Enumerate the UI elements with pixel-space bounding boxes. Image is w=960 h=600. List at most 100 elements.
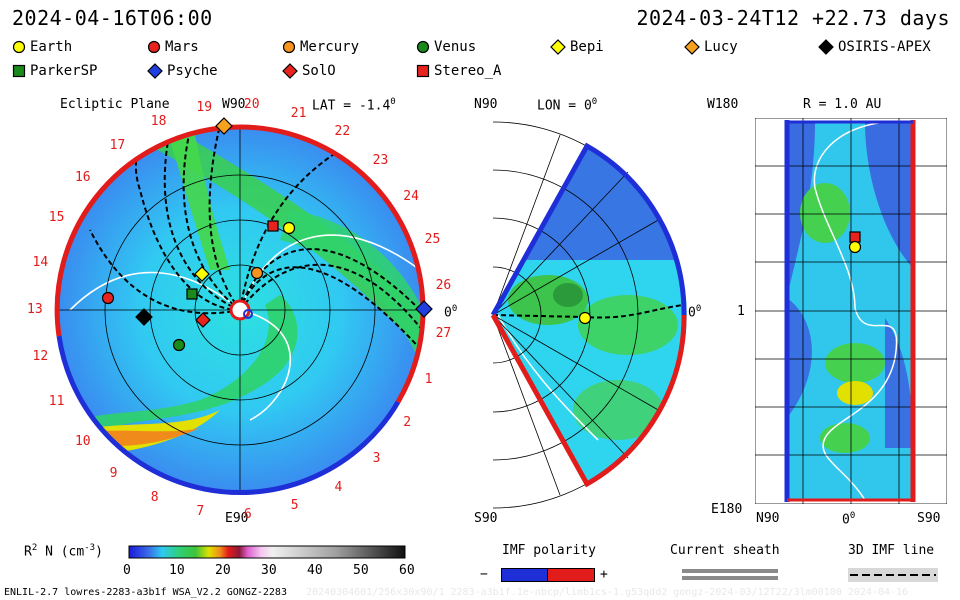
legend-item-venus: Venus [416, 39, 476, 55]
stereo-a-marker-icon [416, 64, 430, 78]
rotation-number: 10 [74, 433, 91, 449]
rotation-number: 3 [372, 451, 381, 467]
synoptic-x-label-s90: S90 [917, 511, 941, 526]
colorbar-label: R2 N (cm-3) [24, 543, 103, 560]
colorbar-tick: 20 [215, 563, 231, 578]
colorbar-tick: 0 [123, 563, 131, 578]
psyche-marker [415, 300, 433, 318]
meridional-s90-label: S90 [474, 511, 498, 526]
meridional-lon-label: LON = 00 [537, 97, 598, 114]
rotation-number: 23 [372, 152, 389, 168]
current-sheet-line-2 [69, 271, 241, 311]
rotation-number: 14 [32, 254, 49, 270]
colorbar-tick: 10 [169, 563, 185, 578]
synoptic-x-label-n90: N90 [756, 511, 780, 526]
legend-item-psyche: Psyche [147, 63, 218, 79]
mars-marker [101, 291, 115, 305]
imf-polarity-title: IMF polarity [502, 543, 596, 558]
ecliptic-e90-label: E90 [225, 511, 249, 526]
synoptic-blue-region-2 [865, 122, 913, 268]
rotation-number: 17 [109, 137, 126, 153]
meridional-boundary-north [490, 142, 687, 317]
synoptic-green-3 [820, 423, 870, 453]
rotation-number: 5 [290, 498, 299, 514]
venus-marker [172, 338, 186, 352]
ecliptic-zero-label: 00 [444, 304, 458, 321]
meridional-south-band [573, 380, 663, 440]
rotation-number: 25 [424, 231, 441, 247]
osiris-apex-marker [135, 308, 153, 326]
ecliptic-plane-panel [54, 117, 433, 496]
footer-run-details: 20240304601/256x30x90/1 2283-a3b1f.1e-nb… [306, 587, 909, 598]
meridional-plane-panel [490, 121, 687, 509]
bepi-marker [194, 266, 210, 282]
synoptic-blue-region-3 [787, 298, 812, 418]
colorbar-tick: 30 [261, 563, 277, 578]
current-sheet-line-3 [239, 234, 421, 311]
ecliptic-w90-label: W90 [222, 97, 246, 112]
rotation-number: 15 [48, 209, 65, 225]
rotation-number: 2 [403, 414, 412, 430]
meridional-earth-marker [578, 311, 592, 325]
rotation-number: 26 [435, 278, 452, 294]
meridional-equatorial-band [578, 295, 678, 355]
rotation-number: 11 [48, 394, 65, 409]
current-sheath-title: Current sheath [670, 543, 780, 558]
mercury-marker [250, 266, 264, 280]
date-right: 2024-03-24T12 +22.73 days [636, 6, 950, 30]
meridional-imf-line [493, 304, 684, 319]
synoptic-stereo-a-marker [849, 231, 861, 243]
synoptic-r-label: R = 1.0 AU [803, 97, 882, 112]
synoptic-green-2 [825, 343, 885, 383]
legend-item-mars: Mars [147, 39, 199, 55]
rotation-number: 21 [290, 105, 307, 121]
rotation-number: 9 [109, 466, 118, 482]
rotation-number: 24 [403, 189, 419, 205]
rotation-number: 7 [196, 503, 205, 519]
date-left: 2024-04-16T06:00 [12, 6, 213, 30]
colorbar-tick: 60 [399, 563, 415, 578]
venus-marker-icon [416, 40, 430, 54]
legend-item-lucy: Lucy [684, 39, 738, 55]
ecliptic-title: Ecliptic Plane [60, 97, 170, 112]
colorbar-tick: 50 [353, 563, 369, 578]
meridional-high-latitude-north [493, 146, 687, 260]
osiris-apex-marker-icon [818, 39, 834, 55]
rotation-number: 22 [334, 124, 351, 140]
colorbar-tick: 40 [307, 563, 323, 578]
rotation-number: 13 [27, 302, 43, 317]
rotation-number: 6 [243, 506, 252, 522]
footer-run-info: ENLIL-2.7 lowres-2283-a3b1f WSA_V2.2 GON… [4, 587, 287, 598]
density-colorbar [128, 545, 406, 559]
current-sheet-line-1 [239, 309, 292, 421]
current-sheath-swatch-1 [682, 569, 778, 573]
psyche-marker-icon [147, 63, 163, 79]
rotation-number: 19 [196, 100, 213, 116]
meridional-zero-label: 00 [688, 304, 702, 321]
current-sheath-swatch-2 [682, 576, 778, 580]
rotation-number: 4 [334, 479, 343, 495]
rotation-number: 18 [150, 113, 167, 129]
imf-line-title: 3D IMF line [848, 543, 935, 558]
synoptic-mid-label: 1 [737, 304, 745, 319]
rotation-number: 12 [32, 349, 49, 365]
meridional-core-center [553, 283, 583, 307]
parkersp-marker [186, 288, 198, 300]
meridional-current-sheet [497, 314, 599, 441]
inner-boundary-icon [243, 309, 253, 319]
imf-polarity-minus: − [480, 567, 488, 582]
lucy-marker [215, 117, 233, 135]
solo-marker [195, 312, 211, 328]
imf-line-swatch [848, 568, 938, 582]
ecliptic-lat-label: LAT = -1.40 [312, 97, 396, 114]
outer-boundary-blue [56, 335, 401, 496]
meridional-boundary-south [490, 313, 687, 488]
legend-item-parkersp: ParkerSP [12, 63, 97, 79]
synoptic-w180-label: W180 [707, 97, 739, 112]
solo-marker-icon [282, 63, 298, 79]
lucy-marker-icon [684, 39, 700, 55]
synoptic-green-1 [800, 183, 850, 243]
legend-item-mercury: Mercury [282, 39, 359, 55]
legend-item-bepi: Bepi [550, 39, 604, 55]
rotation-number: 1 [424, 372, 433, 388]
